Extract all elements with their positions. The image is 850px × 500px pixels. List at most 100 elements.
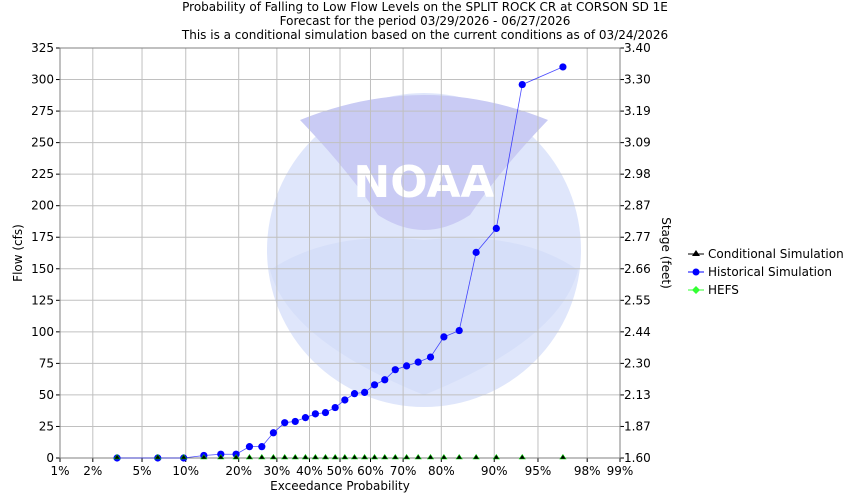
chart-title-line-2: Forecast for the period 03/29/2026 - 06/… [279,14,571,28]
historical-simulation-point [269,429,277,437]
y-tick-label: 175 [31,230,54,244]
y2-tick-label: 3.19 [624,104,651,118]
y2-tick-label: 1.87 [624,419,651,433]
conditional-simulation-point [113,453,121,460]
conditional-simulation-point [154,453,162,460]
legend-label-conditional-simulation: Conditional Simulation [708,247,844,261]
y-tick-label: 225 [31,167,54,181]
y2-tick-label: 2.30 [624,356,651,370]
conditional-simulation-point [311,453,319,460]
x-axis-label: Exceedance Probability [270,479,410,493]
x-tick-label: 95% [525,464,552,478]
y-tick-label: 150 [31,262,54,276]
y2-tick-label: 2.55 [624,293,651,307]
historical-simulation-point [245,443,254,451]
conditional-simulation-point [269,453,277,460]
historical-simulation-point [350,390,359,398]
historical-simulation-point [472,248,480,256]
historical-simulation-point [258,443,266,451]
x-tick-label: 90% [481,464,508,478]
conditional-simulation-point [426,453,435,460]
y2-tick-label: 2.77 [624,230,651,244]
conditional-simulation-point [472,453,480,460]
conditional-simulation-point [350,453,359,460]
y-tick-label: 200 [31,199,54,213]
y-tick-label: 25 [39,419,54,433]
y-tick-label: 125 [31,293,54,307]
legend: Conditional Simulation Historical Simulat… [688,247,844,297]
conditional-simulation-point [403,453,411,460]
historical-simulation-point [291,417,299,426]
legend-diamond-icon [692,286,700,294]
x-tick-label: 1% [50,464,69,478]
conditional-simulation-point [371,453,379,460]
x-tick-label: 5% [133,464,152,478]
y2-tick-label: 2.44 [624,325,651,339]
conditional-simulation-point [232,453,240,460]
y2-tick-label: 3.30 [624,73,651,87]
x-tick-label: 60% [357,464,384,478]
x-tick-label: 50% [327,464,354,478]
y-tick-label: 250 [31,136,54,150]
conditional-simulation-point [391,453,399,460]
conditional-simulation-point [518,453,526,460]
chart-title-line-1: Probability of Falling to Low Flow Level… [182,0,668,14]
y-tick-label: 50 [39,388,54,402]
historical-simulation-point [492,224,500,232]
y-axis-label: Flow (cfs) [11,224,25,282]
conditional-simulation-point [217,453,225,460]
y2-axis-label: Stage (feet) [659,217,673,289]
historical-simulation-point [391,366,399,374]
conditional-simulation-point [492,453,500,460]
x-tick-label: 80% [428,464,455,478]
x-tick-label: 30% [264,464,291,478]
historical-simulation-point [331,403,339,412]
historical-simulation-point [426,353,435,361]
conditional-simulation-point [245,453,254,460]
y-tick-label: 300 [31,73,54,87]
chart-title-line-3: This is a conditional simulation based o… [181,28,669,42]
conditional-simulation-point [281,453,289,460]
y-tick-label: 100 [31,325,54,339]
conditional-simulation-point [331,453,339,460]
y2-tick-label: 1.60 [624,451,651,465]
y-tick-label: 75 [39,356,54,370]
y2-tick-label: 2.13 [624,388,651,402]
conditional-simulation-point [559,453,567,460]
conditional-simulation-point [200,453,208,460]
legend-triangle-icon [692,250,700,256]
historical-simulation-point [341,396,349,404]
y2-tick-label: 2.98 [624,167,651,181]
conditional-simulation-point [291,453,299,460]
x-tick-label: 10% [172,464,199,478]
historical-simulation-point [361,388,369,396]
historical-simulation-point [559,63,567,71]
legend-circle-icon [692,268,700,276]
x-tick-label: 70% [390,464,417,478]
historical-simulation-point [381,376,389,384]
x-tick-label: 2% [83,464,102,478]
y2-tick-label: 2.87 [624,199,651,213]
legend-label-hefs: HEFS [708,283,739,297]
historical-simulation-point [301,414,310,422]
historical-simulation-point [414,358,422,366]
y2-tick-label: 3.40 [624,41,651,55]
conditional-simulation-point [321,453,330,460]
conditional-simulation-point [414,453,422,460]
y-tick-label: 0 [46,451,54,465]
conditional-simulation-point [341,453,349,460]
conditional-simulation-point [381,453,389,460]
conditional-simulation-point [361,453,369,460]
plot-frame [59,47,621,459]
historical-simulation-point [440,333,448,341]
conditional-simulation-point [258,453,266,460]
y-tick-label: 325 [31,41,54,55]
y2-tick-label: 3.09 [624,136,651,150]
legend-label-historical-simulation: Historical Simulation [708,265,832,279]
conditional-simulation-point [440,453,448,460]
svg-text:NOAA: NOAA [353,157,494,208]
x-tick-label: 40% [296,464,323,478]
y2-tick-label: 2.66 [624,262,651,276]
